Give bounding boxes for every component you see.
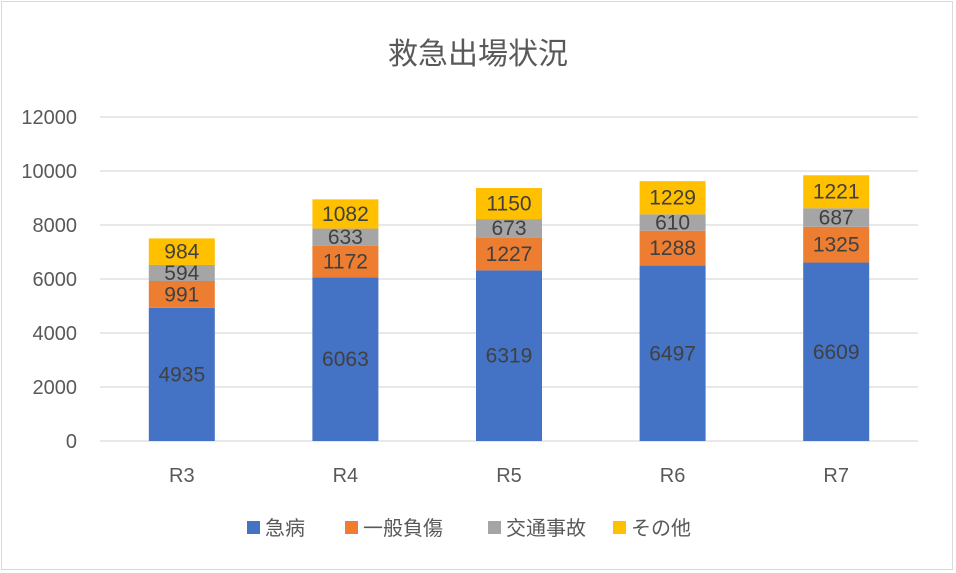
y-tick-label: 6000	[33, 269, 78, 291]
bar-segment	[148, 280, 215, 308]
x-tick-label: R7	[823, 465, 849, 487]
x-tick-label: R4	[333, 465, 359, 487]
bar-segment	[312, 277, 379, 441]
data-label: 1172	[323, 250, 368, 273]
data-label: 6609	[813, 341, 860, 364]
data-label: 633	[328, 226, 363, 249]
bar-segment	[312, 245, 379, 278]
bars	[148, 175, 870, 441]
data-label: 610	[655, 212, 690, 235]
y-tick-label: 12000	[21, 107, 77, 129]
y-tick-label: 10000	[21, 161, 77, 183]
bar-segment	[803, 262, 870, 441]
bar-segment	[476, 237, 542, 271]
legend-label: 急病	[265, 516, 305, 540]
legend-swatch	[488, 521, 501, 534]
bar-segment	[148, 238, 215, 265]
bar-segment	[803, 175, 870, 209]
bar-segment	[476, 188, 542, 220]
x-tick-label: R5	[496, 465, 522, 487]
bar-segment	[148, 307, 215, 441]
data-label: 6497	[649, 342, 696, 365]
y-tick-label: 2000	[33, 377, 78, 399]
y-axis: 0 2000 4000 6000 8000 10000 12000	[21, 107, 77, 453]
legend-swatch	[345, 521, 358, 534]
legend-swatch	[613, 521, 626, 534]
legend: 急病 一般負傷 交通事故 その他	[247, 516, 691, 540]
bar-segment	[639, 181, 706, 215]
x-axis: R3 R4 R5 R6 R7	[169, 465, 849, 487]
bar-segment	[803, 226, 870, 263]
data-label: 991	[164, 283, 199, 306]
legend-label: 一般負傷	[363, 516, 443, 540]
y-tick-label: 0	[66, 431, 77, 453]
data-label: 1227	[486, 243, 533, 266]
data-label: 1229	[649, 187, 696, 210]
data-label: 1150	[486, 193, 531, 216]
bar-segment	[312, 228, 379, 246]
data-label: 6319	[486, 345, 533, 368]
y-tick-label: 4000	[33, 323, 78, 345]
data-label: 1221	[813, 181, 860, 204]
y-tick-label: 8000	[33, 215, 78, 237]
data-label: 1288	[649, 237, 696, 260]
data-label: 1082	[322, 203, 369, 226]
data-label: 594	[164, 262, 199, 285]
data-label: 6063	[322, 348, 369, 371]
data-label: 984	[164, 241, 199, 264]
bar-segment	[148, 264, 215, 281]
bar-segment	[639, 214, 706, 231]
x-tick-label: R6	[660, 465, 686, 487]
data-label: 673	[491, 217, 526, 240]
legend-label: 交通事故	[506, 516, 586, 540]
data-label: 687	[819, 207, 854, 230]
bar-segment	[803, 208, 870, 227]
legend-label: その他	[631, 516, 691, 540]
data-labels: 4935991594984606311726331082631912276731…	[158, 181, 859, 387]
legend-swatch	[247, 521, 260, 534]
data-label: 1325	[813, 234, 860, 257]
bar-segment	[312, 199, 379, 229]
x-tick-label: R3	[169, 465, 195, 487]
bar-segment	[639, 265, 706, 441]
bar-segment	[639, 230, 706, 266]
bar-segment	[476, 270, 542, 441]
bar-segment	[476, 219, 542, 238]
chart-title: 救急出場状況	[388, 37, 568, 72]
data-label: 4935	[158, 363, 205, 386]
